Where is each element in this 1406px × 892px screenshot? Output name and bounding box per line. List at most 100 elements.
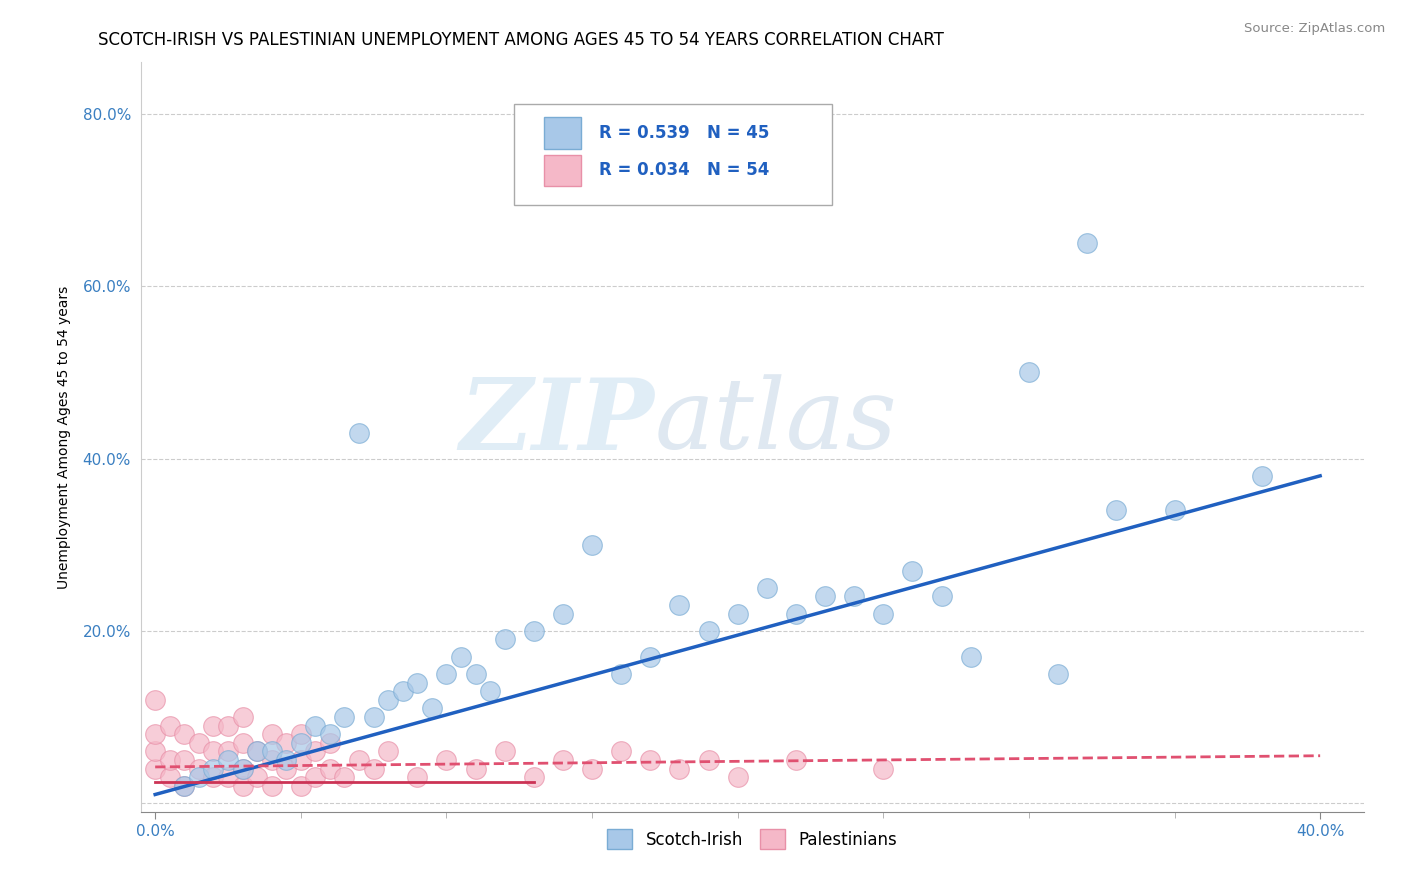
Point — [406, 675, 429, 690]
Point — [143, 762, 166, 776]
Point — [231, 710, 253, 724]
Point — [276, 753, 298, 767]
Point — [581, 762, 603, 776]
Point — [173, 779, 195, 793]
Point — [187, 762, 209, 776]
Point — [290, 736, 312, 750]
Point — [450, 649, 472, 664]
Legend: Scotch-Irish, Palestinians: Scotch-Irish, Palestinians — [600, 822, 904, 855]
FancyBboxPatch shape — [544, 117, 581, 149]
Point — [260, 727, 283, 741]
Point — [1018, 366, 1040, 380]
Point — [697, 624, 720, 638]
Text: R = 0.034   N = 54: R = 0.034 N = 54 — [599, 161, 769, 179]
Point — [523, 624, 546, 638]
Point — [872, 762, 894, 776]
Point — [931, 590, 953, 604]
Point — [217, 770, 239, 784]
Point — [246, 744, 269, 758]
Point — [494, 744, 516, 758]
Point — [377, 744, 399, 758]
Point — [231, 736, 253, 750]
Point — [347, 425, 370, 440]
Point — [143, 692, 166, 706]
Point — [333, 770, 356, 784]
Point — [551, 607, 574, 621]
Point — [187, 770, 209, 784]
Point — [814, 590, 837, 604]
Point — [217, 744, 239, 758]
Point — [523, 770, 546, 784]
Point — [173, 727, 195, 741]
Point — [464, 667, 486, 681]
Point — [319, 762, 342, 776]
Point — [1251, 468, 1274, 483]
Point — [319, 736, 342, 750]
Point — [697, 753, 720, 767]
Point — [319, 727, 342, 741]
Point — [610, 744, 633, 758]
Point — [276, 762, 298, 776]
Point — [260, 779, 283, 793]
Point — [304, 744, 326, 758]
Point — [844, 590, 866, 604]
Point — [231, 762, 253, 776]
Point — [202, 744, 225, 758]
Point — [333, 710, 356, 724]
Point — [276, 736, 298, 750]
Text: Source: ZipAtlas.com: Source: ZipAtlas.com — [1244, 22, 1385, 36]
FancyBboxPatch shape — [513, 103, 832, 205]
Point — [959, 649, 981, 664]
Text: ZIP: ZIP — [460, 374, 654, 470]
Point — [755, 581, 778, 595]
Point — [173, 753, 195, 767]
Point — [668, 762, 690, 776]
Point — [363, 710, 385, 724]
Point — [347, 753, 370, 767]
Point — [406, 770, 429, 784]
Point — [1163, 503, 1185, 517]
Point — [231, 762, 253, 776]
Point — [260, 744, 283, 758]
Point — [640, 649, 662, 664]
Point — [420, 701, 443, 715]
Point — [143, 744, 166, 758]
Point — [363, 762, 385, 776]
Point — [202, 770, 225, 784]
Point — [436, 667, 458, 681]
Point — [727, 607, 749, 621]
Point — [304, 718, 326, 732]
Point — [246, 770, 269, 784]
Point — [290, 779, 312, 793]
Point — [1105, 503, 1128, 517]
Point — [901, 564, 924, 578]
Text: atlas: atlas — [654, 375, 897, 470]
Point — [436, 753, 458, 767]
Point — [872, 607, 894, 621]
Point — [159, 718, 181, 732]
Point — [391, 684, 413, 698]
Point — [377, 692, 399, 706]
Point — [143, 727, 166, 741]
Point — [785, 607, 807, 621]
Point — [217, 753, 239, 767]
Text: SCOTCH-IRISH VS PALESTINIAN UNEMPLOYMENT AMONG AGES 45 TO 54 YEARS CORRELATION C: SCOTCH-IRISH VS PALESTINIAN UNEMPLOYMENT… — [98, 31, 945, 49]
Point — [727, 770, 749, 784]
Point — [187, 736, 209, 750]
Point — [290, 727, 312, 741]
Point — [290, 753, 312, 767]
Point — [246, 744, 269, 758]
Point — [1076, 236, 1098, 251]
Point — [202, 718, 225, 732]
Point — [202, 762, 225, 776]
Point — [260, 753, 283, 767]
Text: R = 0.539   N = 45: R = 0.539 N = 45 — [599, 124, 769, 142]
Point — [217, 718, 239, 732]
Y-axis label: Unemployment Among Ages 45 to 54 years: Unemployment Among Ages 45 to 54 years — [58, 285, 72, 589]
Point — [231, 779, 253, 793]
Point — [668, 598, 690, 612]
Point — [610, 667, 633, 681]
Point — [1046, 667, 1069, 681]
Point — [173, 779, 195, 793]
FancyBboxPatch shape — [544, 154, 581, 186]
